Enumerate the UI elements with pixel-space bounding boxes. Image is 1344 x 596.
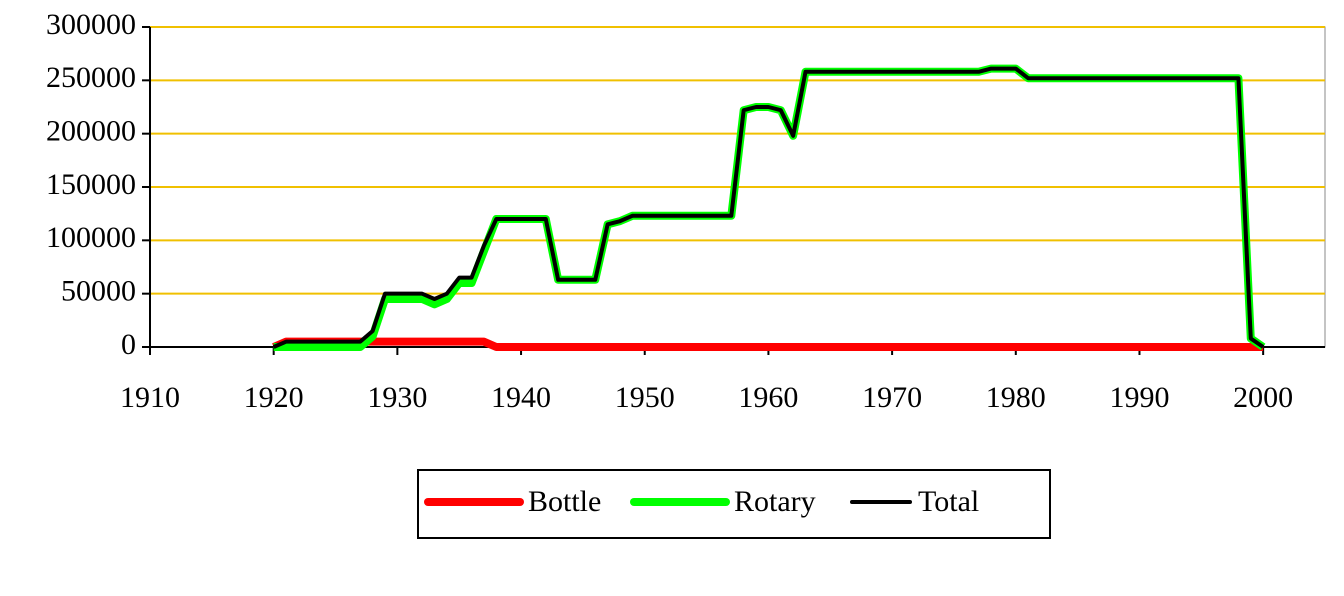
legend-label: Rotary [734,485,816,518]
legend-label: Bottle [528,485,601,518]
x-tick-label: 1950 [615,381,675,414]
x-tick-label: 1980 [986,381,1046,414]
legend-label: Total [918,485,979,518]
y-tick-label: 250000 [46,61,136,94]
y-tick-label: 100000 [46,221,136,254]
series-line [272,66,1265,349]
x-tick-label: 1910 [120,381,180,414]
x-tick-label: 1960 [738,381,798,414]
y-tick-label: 150000 [46,168,136,201]
x-tick-label: 1940 [491,381,551,414]
x-tick-label: 1920 [244,381,304,414]
y-tick-label: 0 [121,328,136,361]
x-tick-label: 1970 [862,381,922,414]
series-line [272,337,1264,351]
y-tick-label: 200000 [46,115,136,148]
x-tick-label: 1930 [367,381,427,414]
x-tick-label: 1990 [1109,381,1169,414]
x-tick-label: 2000 [1233,381,1293,414]
y-tick-label: 300000 [46,8,136,41]
y-tick-label: 50000 [61,275,136,308]
